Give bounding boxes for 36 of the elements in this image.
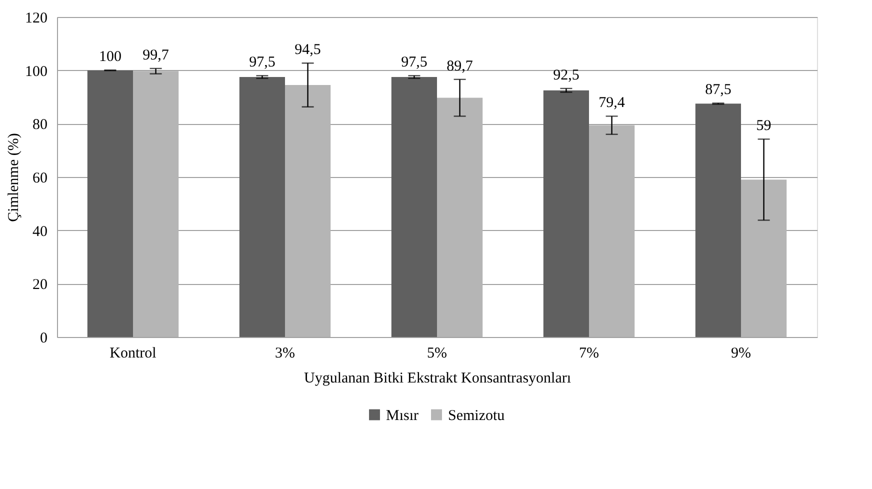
data-label: 100 bbox=[98, 49, 122, 66]
bar bbox=[589, 125, 635, 337]
y-tick-label: 60 bbox=[32, 170, 48, 186]
bar bbox=[133, 71, 179, 337]
data-label: 59 bbox=[756, 118, 772, 134]
bar bbox=[239, 77, 285, 337]
y-tick-label: 120 bbox=[25, 10, 48, 26]
x-tick-label: 3% bbox=[275, 346, 295, 362]
x-tick-label: 9% bbox=[731, 346, 751, 362]
x-tick-label: 5% bbox=[427, 346, 447, 362]
x-tick-label: Kontrol bbox=[110, 346, 156, 362]
x-tick-label: 7% bbox=[579, 346, 599, 362]
y-tick-label: 100 bbox=[25, 64, 48, 80]
data-label: 79,4 bbox=[598, 95, 626, 112]
bar bbox=[87, 70, 133, 337]
data-label: 97,5 bbox=[401, 54, 428, 71]
bar bbox=[695, 104, 741, 337]
data-label: 99,7 bbox=[142, 47, 170, 64]
data-label: 94,5 bbox=[294, 42, 321, 58]
legend-label: Semizotu bbox=[448, 408, 506, 424]
data-label: 87,5 bbox=[705, 82, 732, 98]
data-label: 92,5 bbox=[553, 67, 580, 84]
y-tick-label: 20 bbox=[32, 277, 48, 294]
bar bbox=[741, 180, 787, 337]
bar bbox=[543, 90, 589, 337]
y-tick-label: 0 bbox=[40, 330, 48, 346]
data-label: 97,5 bbox=[249, 54, 276, 71]
data-label: 89,7 bbox=[446, 58, 474, 74]
bar bbox=[285, 85, 331, 337]
legend-label: Mısır bbox=[386, 408, 419, 424]
bar bbox=[437, 98, 483, 337]
y-tick-label: 80 bbox=[32, 117, 48, 134]
x-axis-title: Uygulanan Bitki Ekstrakt Konsantrasyonları bbox=[304, 370, 572, 386]
y-axis-title: Çimlenme (%) bbox=[6, 133, 22, 222]
bar bbox=[391, 77, 437, 337]
y-tick-label: 40 bbox=[32, 224, 48, 240]
